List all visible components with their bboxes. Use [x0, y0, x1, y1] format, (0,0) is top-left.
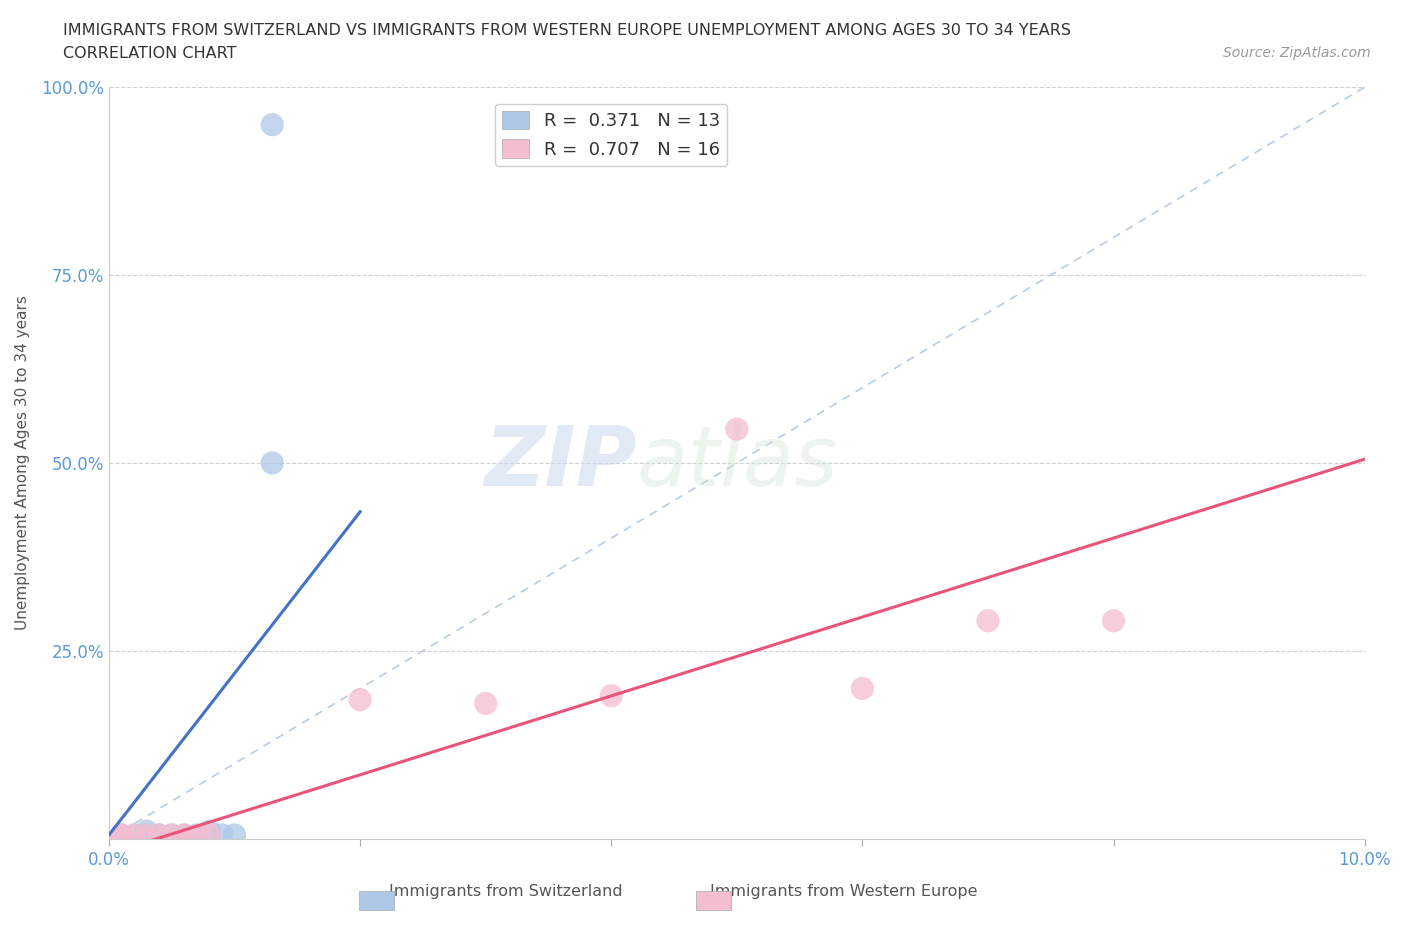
Point: [474, 696, 496, 711]
Point: [135, 828, 157, 843]
Text: Source: ZipAtlas.com: Source: ZipAtlas.com: [1223, 46, 1371, 60]
Point: [110, 828, 132, 843]
Point: [148, 828, 170, 843]
Point: [122, 828, 145, 843]
Point: [262, 456, 284, 471]
Point: [148, 828, 170, 843]
Text: CORRELATION CHART: CORRELATION CHART: [63, 46, 236, 61]
Legend: R =  0.371   N = 13, R =  0.707   N = 16: R = 0.371 N = 13, R = 0.707 N = 16: [495, 103, 727, 166]
Point: [349, 692, 371, 707]
Text: Immigrants from Western Europe: Immigrants from Western Europe: [710, 884, 977, 899]
Point: [135, 824, 157, 839]
Text: atlas: atlas: [637, 422, 838, 503]
Y-axis label: Unemployment Among Ages 30 to 34 years: Unemployment Among Ages 30 to 34 years: [15, 296, 30, 631]
Point: [173, 828, 195, 843]
Point: [725, 421, 748, 436]
Point: [173, 828, 195, 843]
Point: [160, 828, 183, 843]
Point: [211, 828, 233, 843]
Point: [160, 828, 183, 843]
Point: [110, 828, 132, 843]
Point: [262, 117, 284, 132]
Point: [110, 828, 132, 843]
Point: [198, 828, 221, 843]
Point: [977, 613, 1000, 628]
Point: [600, 688, 623, 703]
Point: [1102, 613, 1125, 628]
Point: [198, 824, 221, 839]
Point: [851, 681, 873, 696]
Point: [122, 828, 145, 843]
Point: [186, 828, 208, 843]
Text: ZIP: ZIP: [484, 422, 637, 503]
Text: Immigrants from Switzerland: Immigrants from Switzerland: [389, 884, 623, 899]
Text: IMMIGRANTS FROM SWITZERLAND VS IMMIGRANTS FROM WESTERN EUROPE UNEMPLOYMENT AMONG: IMMIGRANTS FROM SWITZERLAND VS IMMIGRANT…: [63, 23, 1071, 38]
Point: [186, 828, 208, 843]
Point: [224, 828, 246, 843]
Point: [135, 828, 157, 843]
